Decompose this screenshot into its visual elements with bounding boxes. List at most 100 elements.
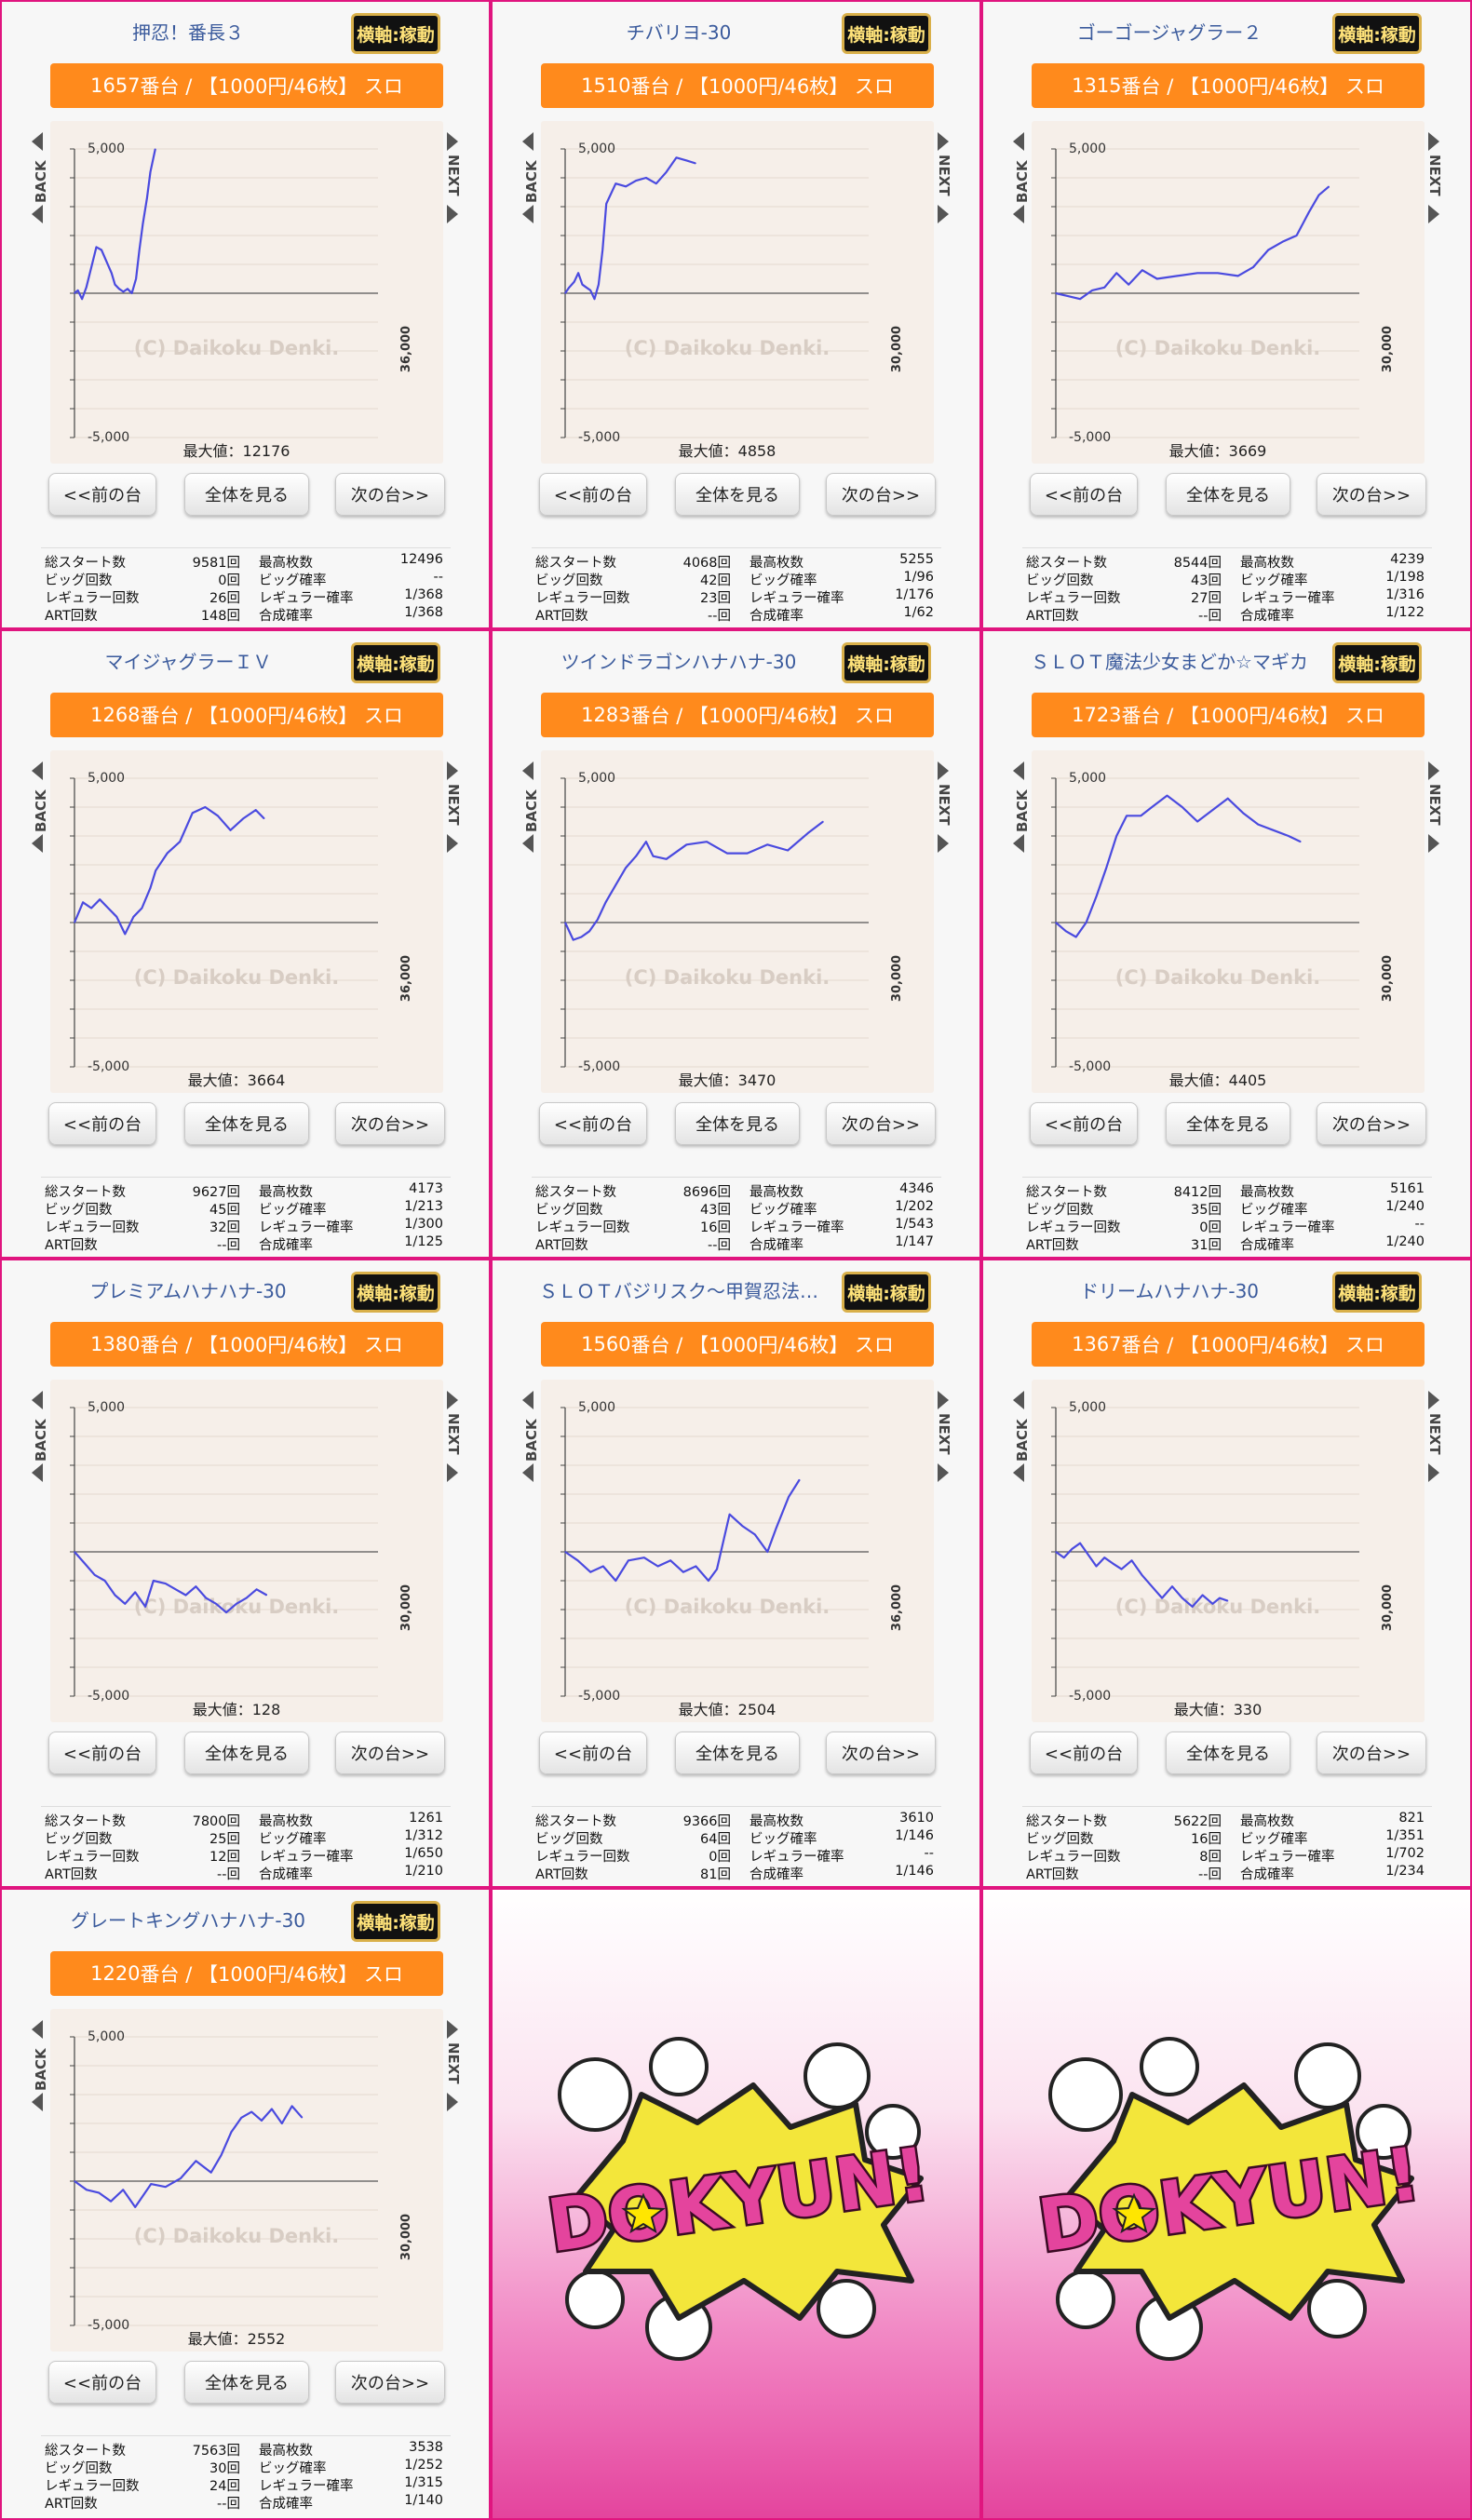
view-all-button[interactable]: 全体を見る	[675, 1102, 800, 1145]
view-all-button[interactable]: 全体を見る	[675, 473, 800, 516]
next-arrow-icon[interactable]	[938, 1391, 949, 1409]
view-all-button[interactable]: 全体を見る	[1166, 1732, 1290, 1774]
back-arrow-icon[interactable]	[522, 132, 533, 151]
next-label[interactable]: NEXT	[445, 2042, 462, 2084]
axis-mode-badge[interactable]: 横軸:稼動	[1332, 642, 1422, 683]
prev-machine-button[interactable]: <<前の台	[48, 1732, 156, 1774]
machine-title[interactable]: プレミアムハナハナ-30	[89, 1280, 287, 1302]
next-arrow-icon[interactable]	[938, 1463, 949, 1482]
axis-mode-badge[interactable]: 横軸:稼動	[1332, 1272, 1422, 1313]
back-label[interactable]: BACK	[523, 789, 540, 832]
machine-title[interactable]: ＳＬＯＴバジリスク～甲賀忍法帖～	[539, 1280, 818, 1302]
next-machine-button[interactable]: 次の台>>	[1317, 473, 1426, 516]
back-label[interactable]: BACK	[33, 2048, 49, 2091]
next-arrow-icon[interactable]	[1428, 834, 1439, 853]
back-arrow-icon[interactable]	[1013, 834, 1024, 853]
axis-mode-badge[interactable]: 横軸:稼動	[842, 13, 931, 54]
back-arrow-icon[interactable]	[1013, 205, 1024, 223]
machine-title[interactable]: ＳＬＯＴ魔法少女まどか☆マギカ	[1031, 651, 1308, 673]
back-arrow-icon[interactable]	[32, 1463, 43, 1482]
next-machine-button[interactable]: 次の台>>	[826, 473, 936, 516]
back-arrow-icon[interactable]	[1013, 1463, 1024, 1482]
prev-machine-button[interactable]: <<前の台	[48, 2361, 156, 2404]
next-label[interactable]: NEXT	[936, 155, 952, 196]
prev-machine-button[interactable]: <<前の台	[539, 1102, 647, 1145]
axis-mode-badge[interactable]: 横軸:稼動	[842, 642, 931, 683]
next-arrow-icon[interactable]	[938, 132, 949, 151]
back-arrow-icon[interactable]	[32, 2020, 43, 2039]
back-label[interactable]: BACK	[1014, 160, 1031, 203]
next-arrow-icon[interactable]	[1428, 1391, 1439, 1409]
back-label[interactable]: BACK	[523, 160, 540, 203]
prev-machine-button[interactable]: <<前の台	[1030, 1732, 1138, 1774]
next-arrow-icon[interactable]	[938, 834, 949, 853]
back-arrow-icon[interactable]	[32, 834, 43, 853]
next-arrow-icon[interactable]	[1428, 205, 1439, 223]
back-arrow-icon[interactable]	[1013, 132, 1024, 151]
next-label[interactable]: NEXT	[1426, 155, 1443, 196]
axis-mode-badge[interactable]: 横軸:稼動	[351, 1272, 440, 1313]
next-machine-button[interactable]: 次の台>>	[1317, 1102, 1426, 1145]
back-label[interactable]: BACK	[1014, 1419, 1031, 1462]
back-arrow-icon[interactable]	[522, 834, 533, 853]
next-machine-button[interactable]: 次の台>>	[1317, 1732, 1426, 1774]
next-label[interactable]: NEXT	[936, 784, 952, 826]
back-label[interactable]: BACK	[33, 160, 49, 203]
view-all-button[interactable]: 全体を見る	[184, 2361, 309, 2404]
axis-mode-badge[interactable]: 横軸:稼動	[842, 1272, 931, 1313]
prev-machine-button[interactable]: <<前の台	[1030, 473, 1138, 516]
axis-mode-badge[interactable]: 横軸:稼動	[351, 13, 440, 54]
next-arrow-icon[interactable]	[938, 761, 949, 780]
next-arrow-icon[interactable]	[1428, 132, 1439, 151]
next-arrow-icon[interactable]	[447, 834, 458, 853]
next-label[interactable]: NEXT	[445, 1413, 462, 1455]
next-label[interactable]: NEXT	[1426, 784, 1443, 826]
back-arrow-icon[interactable]	[1013, 1391, 1024, 1409]
next-arrow-icon[interactable]	[1428, 761, 1439, 780]
machine-title[interactable]: ドリームハナハナ-30	[1079, 1280, 1260, 1302]
prev-machine-button[interactable]: <<前の台	[48, 473, 156, 516]
dokyun-logo[interactable]: DOKYUN!	[1030, 2029, 1430, 2365]
next-machine-button[interactable]: 次の台>>	[826, 1732, 936, 1774]
back-arrow-icon[interactable]	[32, 2093, 43, 2111]
next-arrow-icon[interactable]	[938, 205, 949, 223]
back-arrow-icon[interactable]	[32, 1391, 43, 1409]
next-arrow-icon[interactable]	[447, 2020, 458, 2039]
next-arrow-icon[interactable]	[1428, 1463, 1439, 1482]
next-label[interactable]: NEXT	[936, 1413, 952, 1455]
machine-title[interactable]: チバリヨ-30	[626, 21, 732, 44]
view-all-button[interactable]: 全体を見る	[184, 1732, 309, 1774]
machine-title[interactable]: ゴーゴージャグラー２	[1076, 21, 1263, 44]
next-label[interactable]: NEXT	[1426, 1413, 1443, 1455]
back-label[interactable]: BACK	[523, 1419, 540, 1462]
prev-machine-button[interactable]: <<前の台	[539, 1732, 647, 1774]
axis-mode-badge[interactable]: 横軸:稼動	[351, 642, 440, 683]
axis-mode-badge[interactable]: 横軸:稼動	[351, 1901, 440, 1942]
next-arrow-icon[interactable]	[447, 761, 458, 780]
machine-title[interactable]: 押忍！番長３	[132, 21, 244, 44]
prev-machine-button[interactable]: <<前の台	[1030, 1102, 1138, 1145]
view-all-button[interactable]: 全体を見る	[184, 473, 309, 516]
next-arrow-icon[interactable]	[447, 205, 458, 223]
back-arrow-icon[interactable]	[32, 761, 43, 780]
back-arrow-icon[interactable]	[32, 132, 43, 151]
axis-mode-badge[interactable]: 横軸:稼動	[1332, 13, 1422, 54]
back-label[interactable]: BACK	[1014, 789, 1031, 832]
back-arrow-icon[interactable]	[32, 205, 43, 223]
view-all-button[interactable]: 全体を見る	[184, 1102, 309, 1145]
next-machine-button[interactable]: 次の台>>	[335, 1102, 445, 1145]
back-arrow-icon[interactable]	[522, 1463, 533, 1482]
next-machine-button[interactable]: 次の台>>	[335, 2361, 445, 2404]
machine-title[interactable]: グレートキングハナハナ-30	[70, 1909, 306, 1932]
next-machine-button[interactable]: 次の台>>	[335, 473, 445, 516]
next-label[interactable]: NEXT	[445, 784, 462, 826]
machine-title[interactable]: マイジャグラーＩＶ	[104, 651, 272, 673]
next-arrow-icon[interactable]	[447, 2093, 458, 2111]
view-all-button[interactable]: 全体を見る	[675, 1732, 800, 1774]
next-machine-button[interactable]: 次の台>>	[335, 1732, 445, 1774]
machine-title[interactable]: ツインドラゴンハナハナ-30	[560, 651, 797, 673]
back-label[interactable]: BACK	[33, 789, 49, 832]
ad-banner[interactable]: DOKYUN!	[491, 1888, 981, 2520]
view-all-button[interactable]: 全体を見る	[1166, 1102, 1290, 1145]
back-label[interactable]: BACK	[33, 1419, 49, 1462]
